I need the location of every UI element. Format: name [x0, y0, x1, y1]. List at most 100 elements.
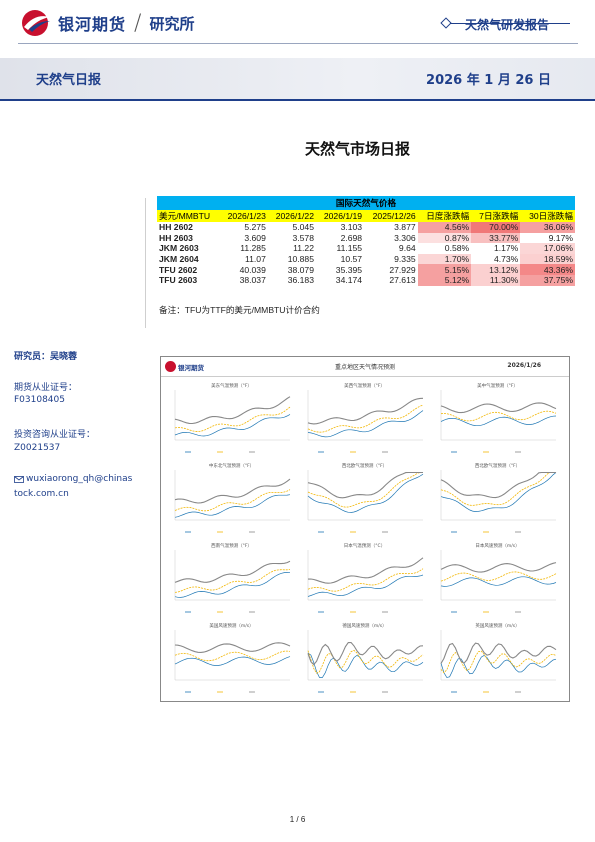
mini-chart-series — [307, 574, 424, 597]
mini-chart-title: 美西气温预测（°F） — [344, 382, 385, 389]
table-row: TFU 2602 40.039 38.079 35.395 27.929 5.15% 13.… — [157, 264, 575, 275]
mini-chart-series — [440, 654, 557, 678]
gas-price-table: 国际天然气价格 美元/MMBTU 2026/1/23 2026/1/22 2026/1… — [157, 196, 575, 286]
advisor-cert-number: Z0021537 — [14, 443, 61, 453]
logo: 银河期货 / 研究所 — [20, 8, 194, 38]
table-row: JKM 2603 11.285 11.22 11.155 9.64 0.58% 1.17% 1… — [157, 243, 575, 254]
table-cell: 11.155 — [336, 243, 363, 254]
table-cell: 34.174 — [335, 275, 363, 286]
table-cell: 3.609 — [244, 232, 266, 243]
mini-chart-series — [174, 650, 291, 662]
email-part-1: wuxiaorong_qh@chinas — [26, 474, 133, 484]
table-cell: 27.929 — [389, 264, 416, 275]
table-cell: 17.06% — [520, 243, 575, 254]
table-header-cell: 30日涨跌幅 — [520, 210, 575, 222]
weather-panel-brand: 银河期货 — [178, 363, 204, 372]
table-row: HH 2602 5.275 5.045 3.103 3.877 4.56% 70.00% 36… — [157, 222, 575, 233]
mini-chart-series — [174, 569, 291, 593]
table-header-cell: 2025/12/26 — [364, 210, 418, 222]
mini-chart-series — [174, 414, 291, 437]
weather-mini-chart: 美西气温预测（°F） — [307, 382, 424, 453]
contract-name: JKM 2604 — [159, 254, 199, 265]
table-cell: 4.56% — [417, 222, 472, 233]
mini-chart-series — [440, 571, 557, 582]
table-cell: 38.037 — [239, 275, 266, 286]
weather-mini-chart: 美中气温预测（°F） — [440, 382, 557, 453]
table-row: HH 2603 3.609 3.578 2.698 3.306 0.87% 33.77% 9.… — [157, 232, 575, 244]
contract-name: HH 2602 — [159, 222, 193, 233]
mini-chart-title: 西南气温预测（°F） — [211, 542, 252, 549]
mini-chart-series — [174, 489, 291, 512]
table-header-cell: 2026/1/23 — [219, 210, 268, 222]
mini-chart-title: 德国风速预测（m/s） — [342, 622, 386, 629]
mini-chart-title: 日本气温预测（°C） — [344, 542, 385, 549]
table-cell: 37.75% — [520, 274, 575, 286]
table-header-cell: 美元/MMBTU — [157, 210, 220, 222]
mini-chart-title: 西北欧气温预测（°F） — [475, 462, 520, 469]
weather-panel-title: 重点地区天气情况预测 — [334, 364, 395, 371]
mini-chart-series — [440, 576, 557, 587]
mini-chart-series — [174, 406, 291, 433]
mini-chart-series — [174, 560, 291, 583]
mini-chart-series — [440, 415, 557, 427]
page-number: 1 / 6 — [289, 815, 306, 824]
page-header: 银河期货 / 研究所 天然气研发报告 — [0, 0, 595, 46]
mini-chart-series — [307, 557, 424, 584]
mini-chart-series — [440, 471, 556, 499]
email-part-2: tock.com.cn — [14, 489, 69, 499]
table-cell: 4.73% — [493, 254, 519, 265]
galaxy-logo-icon — [165, 361, 176, 372]
table-cell: 9.64 — [398, 243, 416, 254]
contract-name: JKM 2603 — [159, 243, 199, 254]
table-cell: 3.877 — [394, 222, 416, 233]
table-cell: 3.306 — [394, 232, 416, 243]
band-divider — [0, 99, 595, 101]
table-cell: 2.698 — [340, 232, 363, 243]
table-cell: 43.36% — [520, 264, 575, 275]
table-cell: 3.578 — [292, 232, 314, 243]
table-cell: 3.103 — [340, 222, 363, 233]
weather-forecast-panel: 银河期货 重点地区天气情况预测 2026/1/26 美东气温预测（°F） 美西气温… — [160, 356, 570, 702]
weather-mini-chart: 西北欧气温预测（°F） — [307, 462, 424, 533]
mini-chart-title: 日本风速预测（m/s） — [475, 542, 519, 549]
mini-chart-title: 美东气温预测（°F） — [211, 382, 252, 389]
table-cell: 18.59% — [520, 253, 575, 265]
table-header-cell: 2026/1/19 — [315, 210, 365, 222]
mini-chart-series — [440, 562, 557, 573]
table-cell: 1.17% — [493, 243, 519, 254]
weather-mini-chart: 英国风速预测（m/s） — [440, 622, 557, 693]
table-cell: 1.70% — [417, 253, 472, 265]
sidebar-separator — [145, 198, 146, 328]
header-divider — [18, 43, 578, 44]
mini-chart-series — [440, 472, 556, 506]
cert-label: 期货从业证号： — [14, 383, 78, 393]
contract-name: HH 2603 — [159, 232, 193, 243]
table-header-cell: 2026/1/22 — [267, 210, 316, 222]
weather-mini-chart: 西南气温预测（°F） — [174, 542, 291, 613]
mini-chart-series — [174, 571, 291, 598]
mini-chart-series — [440, 472, 557, 512]
table-title: 国际天然气价格 — [157, 196, 575, 210]
mini-chart-series — [307, 397, 424, 425]
mini-chart-series — [307, 652, 424, 678]
mini-chart-series — [307, 473, 424, 513]
galaxy-logo-icon — [22, 10, 50, 36]
table-cell: 5.15% — [417, 264, 472, 275]
weather-mini-chart: 德国风速预测（m/s） — [307, 622, 424, 693]
table-cell: 10.57 — [340, 254, 363, 265]
table-cell: 38.079 — [287, 264, 314, 275]
advisor-cert-label: 投资咨询从业证号： — [14, 430, 96, 440]
report-type: 天然气研发报告 — [464, 18, 549, 32]
weather-mini-chart: 美国风速预测（m/s） — [174, 622, 291, 693]
department-name: 研究所 — [149, 14, 195, 33]
table-cell: 11.30% — [471, 274, 521, 286]
title-band: 天然气日报 2026 年 1 月 26 日 — [0, 58, 595, 100]
email-line[interactable]: wuxiaorong_qh@chinas — [14, 474, 132, 484]
table-cell: 13.12% — [471, 264, 521, 275]
table-header-cell: 7日涨跌幅 — [471, 210, 521, 222]
mini-chart-series — [174, 656, 291, 666]
table-cell: 36.06% — [520, 222, 575, 233]
weather-panel-date: 2026/1/26 — [507, 362, 541, 369]
brand-name: 银河期货 — [58, 15, 127, 34]
table-cell: 27.613 — [389, 275, 416, 286]
